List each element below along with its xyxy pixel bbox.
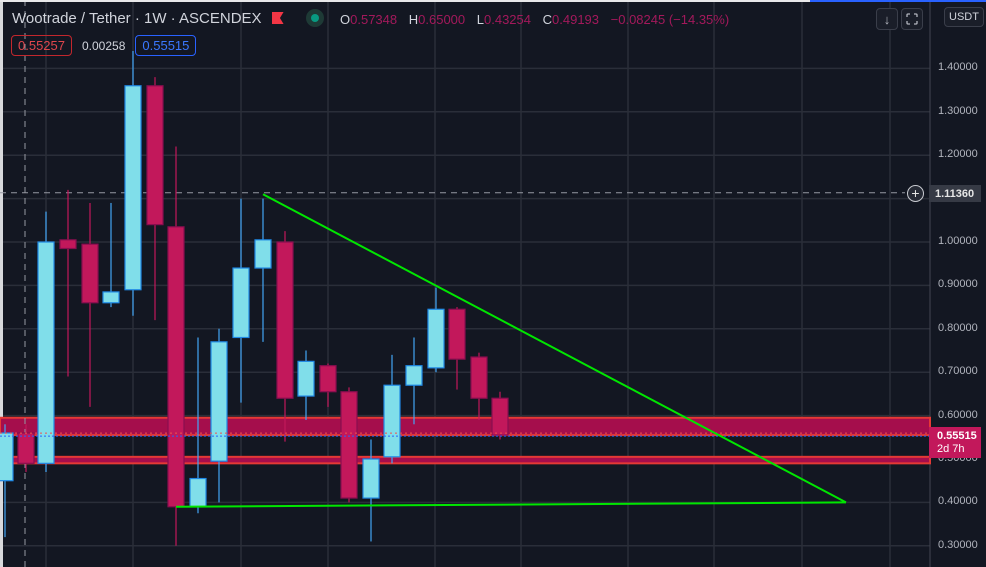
high-label: H <box>408 12 419 27</box>
market-status-icon <box>305 9 324 27</box>
flag-icon[interactable] <box>271 12 284 24</box>
price-tick-label: 1.20000 <box>938 148 978 161</box>
price-tick-label: 0.40000 <box>938 495 978 508</box>
price-tick-label: 0.80000 <box>938 321 978 334</box>
top-border <box>0 0 986 2</box>
bar-countdown: 2d 7h <box>937 443 965 455</box>
descending-trendline <box>262 193 847 504</box>
last-price-value: 0.55515 <box>937 430 977 442</box>
low-label: L <box>476 12 484 27</box>
candle-up <box>383 384 401 458</box>
price-tick-label: 0.70000 <box>938 365 978 378</box>
scroll-to-realtime-button[interactable]: ↓ <box>876 8 898 30</box>
candle-up <box>124 85 142 291</box>
active-accent <box>810 0 986 2</box>
candle-up <box>102 291 120 304</box>
candle-up <box>297 360 315 397</box>
candle-down <box>340 391 358 499</box>
candle-up <box>210 341 228 462</box>
price-tick-label: 0.30000 <box>938 538 978 551</box>
candle-down <box>17 432 35 464</box>
candle-up <box>362 458 380 499</box>
candle-down <box>59 239 77 250</box>
currency-button[interactable]: USDT <box>944 7 984 27</box>
spread-value: 0.00258 <box>82 38 126 53</box>
price-tick-label: 0.90000 <box>938 278 978 291</box>
candle-down <box>470 356 488 399</box>
open-value: 0.57348 <box>350 12 398 27</box>
symbol-legend: Wootrade / Tether · 1W · ASCENDEX <box>12 9 324 27</box>
candle-up <box>427 308 445 369</box>
candle-up <box>405 365 423 386</box>
candle-up <box>189 477 207 508</box>
close-value: 0.49193 <box>552 12 600 27</box>
low-value: 0.43254 <box>484 12 531 27</box>
buy-price-button[interactable]: 0.55515 <box>135 35 197 56</box>
resistance-zone <box>0 416 931 437</box>
candle-up <box>37 241 55 464</box>
candle-down <box>319 365 337 393</box>
ohlc-values: O0.57348 H0.65000 L0.43254 C0.49193 −0.0… <box>340 12 737 27</box>
candle-down <box>448 308 466 360</box>
candle-down <box>167 226 185 508</box>
candle-down <box>491 397 509 436</box>
last-price-label: 0.55515 2d 7h <box>929 427 981 458</box>
candle-down <box>276 241 294 399</box>
change-value: −0.08245 (−14.35%) <box>610 12 730 27</box>
price-tick-label: 1.00000 <box>938 235 978 247</box>
crosshair-price-label: 1.11360 <box>929 185 981 202</box>
fullscreen-button[interactable] <box>901 8 923 30</box>
price-tick-label: 1.30000 <box>938 104 978 117</box>
candle-down <box>81 243 99 304</box>
price-tick-label: 1.40000 <box>938 61 978 74</box>
candle-up <box>254 239 272 269</box>
left-edge <box>0 0 3 567</box>
add-alert-plus-icon[interactable]: + <box>907 185 924 202</box>
candle-down <box>146 85 164 226</box>
candle-up <box>232 267 250 339</box>
sell-price-button[interactable]: 0.55257 <box>11 35 72 56</box>
price-tick-label: 0.60000 <box>938 408 978 421</box>
bid-ask: 0.55257 0.00258 0.55515 <box>11 35 197 56</box>
arrow-down-icon: ↓ <box>883 11 891 27</box>
high-value: 0.65000 <box>418 12 466 27</box>
support-trendline <box>175 501 847 508</box>
open-label: O <box>340 12 351 27</box>
close-label: C <box>542 12 553 27</box>
symbol-title[interactable]: Wootrade / Tether · 1W · ASCENDEX <box>12 9 262 27</box>
support-zone <box>0 455 931 465</box>
candle-up <box>0 432 14 482</box>
fullscreen-icon <box>906 13 918 25</box>
